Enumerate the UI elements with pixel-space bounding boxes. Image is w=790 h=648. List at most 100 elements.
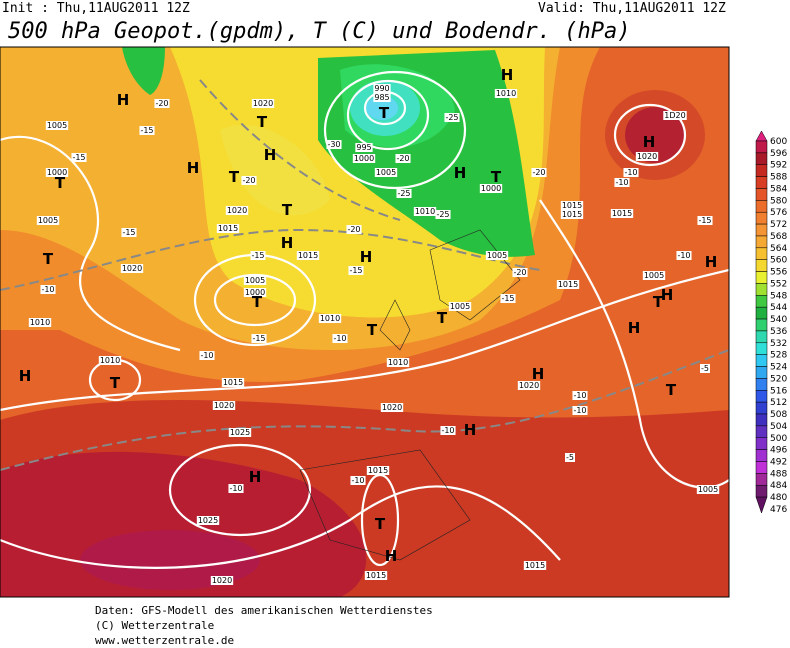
temperature-label-bg — [676, 251, 692, 260]
temperature-label: -10 — [333, 334, 346, 343]
pressure-label: 1025 — [198, 516, 218, 525]
pressure-label-bg — [696, 485, 720, 494]
high-marker: H — [628, 319, 641, 337]
map-title: 500 hPa Geopot.(gpdm), T (C) und Bodendr… — [8, 19, 631, 44]
temperature-label-bg — [228, 484, 244, 493]
temperature-label-bg — [572, 406, 588, 415]
temperature-label: -15 — [698, 216, 711, 225]
footer-line: (C) Wetterzentrale — [95, 619, 214, 632]
pressure-label-bg — [228, 428, 252, 437]
temperature-label-bg — [396, 189, 412, 198]
high-marker: H — [454, 164, 467, 182]
legend-swatch — [755, 247, 768, 260]
legend-level: 520 — [770, 374, 787, 384]
temperature-label: -10 — [200, 351, 213, 360]
temperature-label-bg — [121, 228, 137, 237]
legend-level: 556 — [770, 268, 787, 278]
pressure-label: 1020 — [122, 264, 142, 273]
pressure-label-bg — [243, 276, 267, 285]
pressure-label: 1020 — [214, 401, 234, 410]
pressure-label-bg — [635, 152, 659, 161]
legend-swatch — [755, 200, 768, 213]
pressure-label: 1010 — [388, 358, 408, 367]
temperature-label-bg — [348, 266, 364, 275]
pressure-label: 1005 — [376, 168, 396, 177]
legend-swatch — [755, 164, 768, 177]
pressure-label: 1000 — [47, 168, 67, 177]
low-marker: T — [110, 374, 121, 392]
high-marker: H — [360, 248, 373, 266]
legend-swatch — [755, 330, 768, 344]
temperature-label-bg — [199, 351, 215, 360]
pressure-label: 1015 — [562, 201, 582, 210]
temperature-label: -20 — [513, 268, 526, 277]
legend-level: 532 — [770, 339, 787, 349]
map-frame — [0, 46, 730, 598]
init-time: Init : Thu,11AUG2011 12Z — [2, 1, 190, 16]
pressure-label-bg — [98, 356, 122, 365]
pressure-label-bg — [221, 378, 245, 387]
pressure-label-bg — [36, 216, 60, 225]
legend-swatch — [755, 259, 768, 272]
legend-level: 548 — [770, 291, 787, 301]
pressure-label: 1020 — [227, 206, 247, 215]
legend-swatch — [755, 223, 768, 237]
low-marker: T — [43, 250, 54, 268]
pressure-label: 1015 — [366, 571, 386, 580]
temperature-label: -5 — [701, 364, 709, 373]
temperature-label-bg — [154, 99, 170, 108]
legend-swatch — [755, 401, 768, 415]
pressure-label-bg — [494, 89, 518, 98]
legend-level: 544 — [770, 303, 787, 313]
legend-level: 492 — [770, 457, 787, 467]
legend-swatch — [755, 130, 768, 142]
temperature-label: -15 — [501, 294, 514, 303]
low-marker: T — [653, 293, 664, 311]
legend-swatch — [755, 378, 768, 391]
pressure-label-bg — [517, 381, 541, 390]
legend-level: 496 — [770, 446, 787, 456]
high-marker: H — [464, 421, 477, 439]
temperature-label: -10 — [677, 251, 690, 260]
pressure-label-bg — [479, 184, 503, 193]
temperature-label-bg — [40, 285, 56, 294]
temperature-label-bg — [250, 251, 266, 260]
legend-swatch — [755, 152, 768, 165]
pressure-label-bg — [364, 571, 388, 580]
legend-level: 508 — [770, 410, 787, 420]
legend-swatch — [755, 413, 768, 427]
pressure-label-bg — [216, 224, 240, 233]
temperature-label: -10 — [229, 484, 242, 493]
map — [0, 47, 729, 597]
legend-level: 588 — [770, 173, 787, 183]
legend-level: 568 — [770, 232, 787, 242]
legend-swatch — [755, 271, 768, 284]
pressure-label-bg — [28, 318, 52, 327]
pressure-label-bg — [663, 111, 687, 120]
temperature-label: -25 — [445, 113, 458, 122]
temperature-label: -5 — [566, 453, 574, 462]
legend-level: 580 — [770, 196, 787, 206]
low-marker: T — [379, 104, 390, 122]
legend-level: 504 — [770, 422, 787, 432]
footer-line: www.wetterzentrale.de — [95, 634, 234, 647]
temperature-label-bg — [565, 453, 575, 462]
temperature-label: -10 — [573, 391, 586, 400]
legend-level: 564 — [770, 244, 787, 254]
legend-swatch — [755, 473, 768, 486]
pressure-label-bg — [373, 93, 391, 102]
temperature-label-bg — [697, 216, 713, 225]
legend-swatch — [755, 484, 768, 498]
pressure-label-bg — [556, 280, 580, 289]
temperature-label-bg — [531, 168, 547, 177]
temperature-label-bg — [395, 154, 411, 163]
legend-swatch — [755, 342, 768, 355]
high-marker: H — [264, 146, 277, 164]
pressure-label-bg — [355, 143, 373, 152]
legend-level: 600 — [770, 137, 787, 147]
legend-swatch — [755, 425, 768, 439]
pressure-label: 1020 — [212, 576, 232, 585]
legend-level: 524 — [770, 363, 787, 373]
temperature-label: -30 — [327, 140, 340, 149]
temperature-label-bg — [346, 225, 362, 234]
